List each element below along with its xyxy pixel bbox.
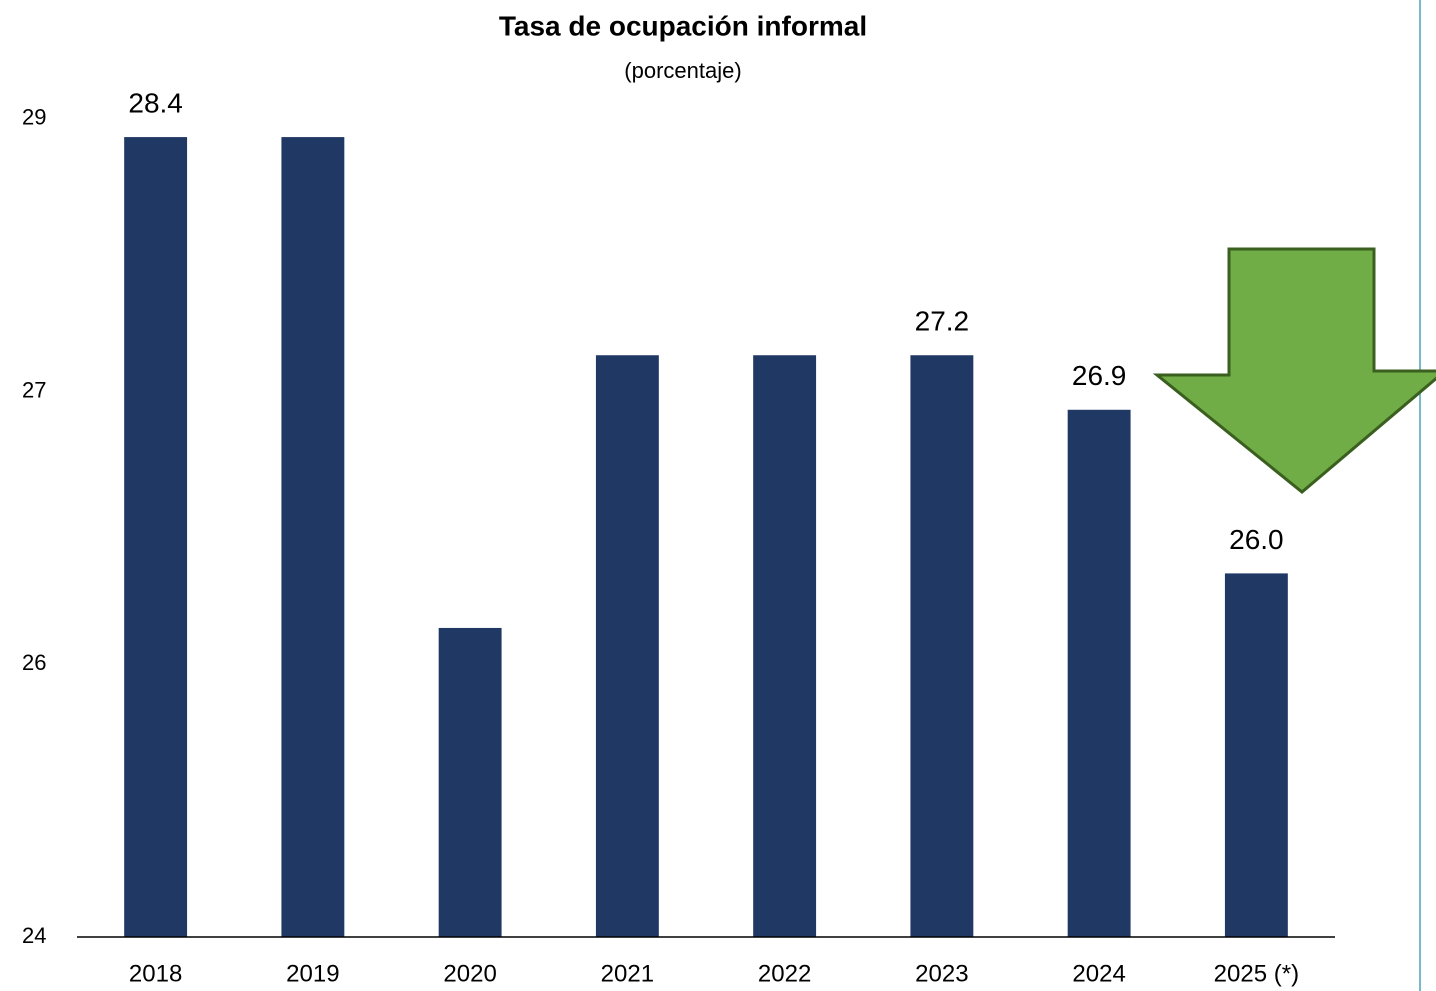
data-label: 26.0 — [1229, 524, 1284, 555]
x-tick-label: 2021 — [601, 960, 654, 987]
x-tick-label: 2019 — [286, 960, 339, 987]
y-tick-label: 26 — [22, 650, 46, 675]
bar — [1067, 409, 1131, 937]
y-tick-label: 29 — [22, 105, 46, 130]
x-tick-label: 2022 — [758, 960, 811, 987]
data-label: 27.2 — [915, 306, 970, 337]
data-label: 26.9 — [1072, 360, 1127, 391]
x-tick-label: 2023 — [915, 960, 968, 987]
down-arrow — [1152, 247, 1436, 494]
x-tick-label: 2020 — [443, 960, 496, 987]
bar — [595, 355, 659, 937]
bar — [753, 355, 817, 937]
bar — [1224, 573, 1288, 937]
chart-subtitle: (porcentaje) — [624, 58, 741, 83]
x-tick-label: 2025 (*) — [1214, 960, 1299, 987]
bar — [281, 137, 345, 937]
y-tick-label: 27 — [22, 377, 46, 402]
bar — [910, 355, 974, 937]
y-tick-label: 24 — [22, 923, 46, 948]
x-tick-label: 2024 — [1072, 960, 1125, 987]
x-tick-label: 2018 — [129, 960, 182, 987]
bar — [124, 137, 188, 937]
bar — [438, 627, 502, 937]
data-label: 28.4 — [128, 87, 183, 118]
chart-title: Tasa de ocupación informal — [499, 10, 867, 41]
